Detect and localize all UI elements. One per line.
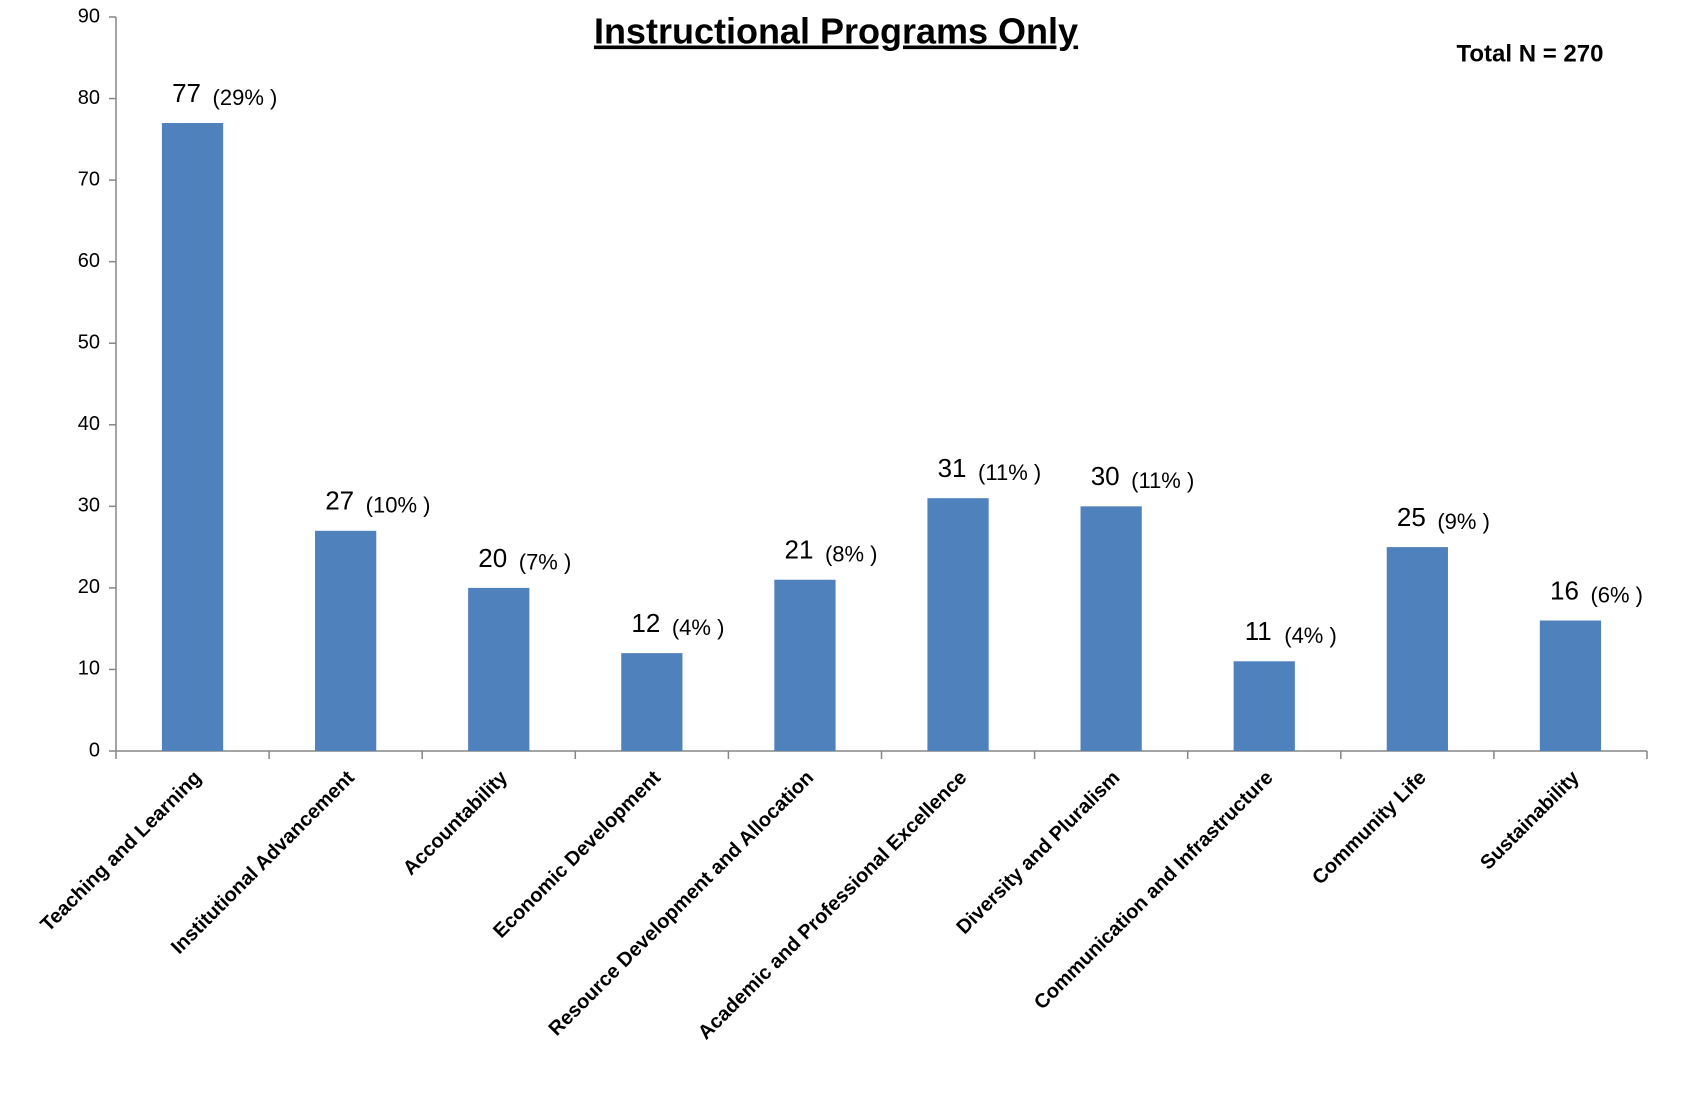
percent-label: (6% ) bbox=[1590, 582, 1643, 607]
x-tick-label: Resource Development and Allocation bbox=[545, 767, 819, 1041]
data-label: 27 bbox=[325, 486, 354, 516]
x-tick-label: Sustainability bbox=[1476, 766, 1584, 874]
x-tick-label: Communication and Infrastructure bbox=[1030, 767, 1277, 1014]
x-tick-label: Diversity and Pluralism bbox=[952, 767, 1124, 939]
bar bbox=[468, 587, 530, 751]
x-tick-label: Teaching and Learning bbox=[37, 767, 206, 936]
y-tick-label: 60 bbox=[78, 250, 100, 272]
bar bbox=[1233, 661, 1295, 751]
bar bbox=[161, 123, 224, 752]
x-tick-label: Community Life bbox=[1308, 767, 1430, 889]
data-label: 30 bbox=[1091, 461, 1120, 491]
percent-label: (29% ) bbox=[213, 85, 278, 110]
percent-label: (9% ) bbox=[1437, 509, 1490, 534]
x-tick-label: Economic Development bbox=[489, 766, 665, 942]
bar bbox=[315, 530, 377, 751]
data-label: 31 bbox=[938, 453, 967, 483]
x-tick-label: Institutional Advancement bbox=[167, 766, 359, 958]
percent-label: (4% ) bbox=[672, 615, 725, 640]
data-label: 25 bbox=[1397, 502, 1426, 532]
y-tick-label: 0 bbox=[89, 739, 100, 761]
bar bbox=[1539, 620, 1602, 751]
data-label: 12 bbox=[631, 608, 660, 638]
bar bbox=[1386, 547, 1448, 751]
y-tick-label: 10 bbox=[78, 658, 100, 680]
y-tick-label: 90 bbox=[78, 5, 100, 27]
y-tick-label: 40 bbox=[78, 413, 100, 435]
percent-label: (4% ) bbox=[1284, 623, 1337, 648]
data-label: 77 bbox=[172, 78, 201, 108]
percent-label: (7% ) bbox=[519, 550, 572, 575]
y-tick-label: 80 bbox=[78, 87, 100, 109]
x-tick-label: Accountability bbox=[399, 766, 513, 880]
y-tick-label: 30 bbox=[78, 495, 100, 517]
y-tick-label: 50 bbox=[78, 332, 100, 354]
percent-label: (8% ) bbox=[825, 542, 878, 567]
percent-label: (11% ) bbox=[1131, 468, 1194, 493]
bar bbox=[621, 653, 683, 751]
bar bbox=[774, 579, 836, 751]
data-label: 11 bbox=[1245, 616, 1272, 646]
y-tick-label: 20 bbox=[78, 576, 100, 598]
bar bbox=[1080, 506, 1142, 751]
percent-label: (11% ) bbox=[978, 460, 1041, 485]
data-label: 21 bbox=[784, 535, 813, 565]
chart-title: Instructional Programs Only bbox=[594, 11, 1078, 52]
data-label: 16 bbox=[1550, 575, 1579, 605]
data-label: 20 bbox=[478, 543, 507, 573]
x-tick-label: Academic and Professional Excellence bbox=[694, 767, 971, 1044]
annotation: Total N = 270 bbox=[1457, 40, 1604, 67]
bar bbox=[927, 498, 989, 751]
y-tick-label: 70 bbox=[78, 168, 100, 190]
percent-label: (10% ) bbox=[366, 493, 431, 518]
